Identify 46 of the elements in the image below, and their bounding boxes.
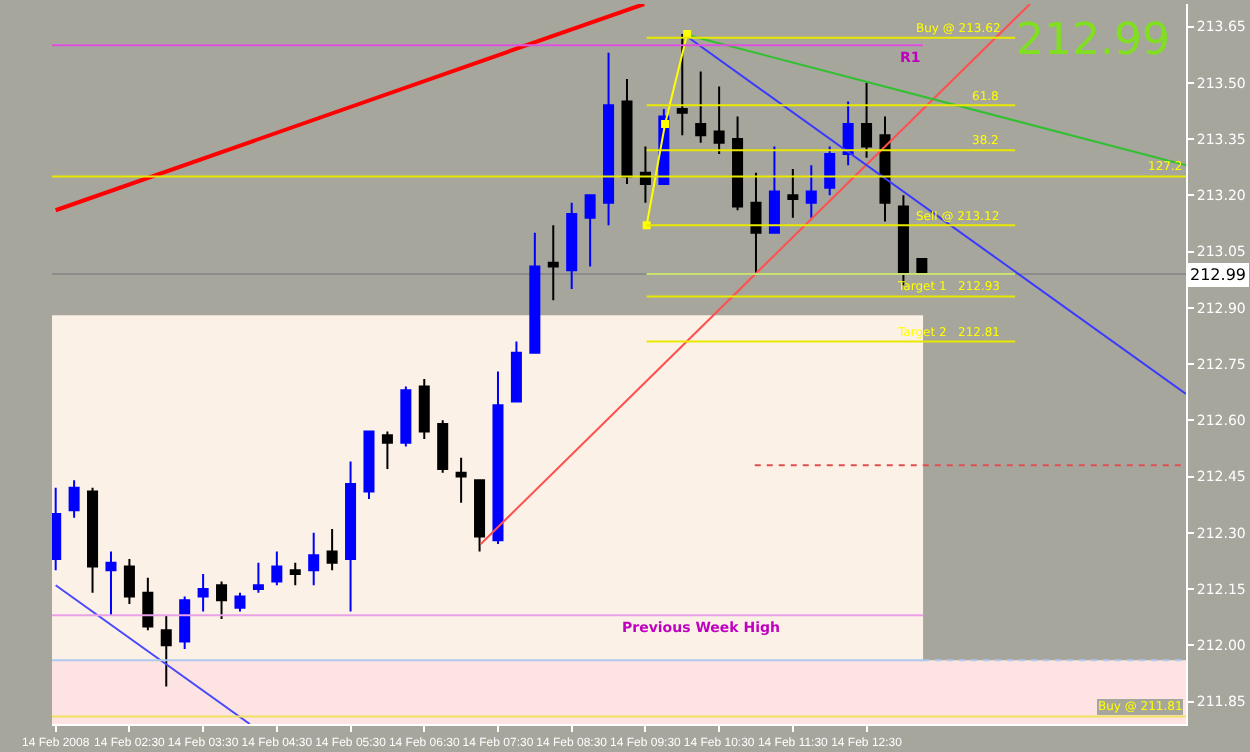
candlestick — [861, 81, 873, 159]
candlestick — [381, 430, 393, 470]
candlestick — [123, 558, 135, 605]
point — [661, 120, 670, 128]
candlestick — [805, 164, 817, 219]
annotation: 212.99 — [1016, 16, 1170, 66]
candlestick — [879, 115, 891, 223]
candlestick — [418, 378, 430, 440]
candlestick — [234, 591, 246, 613]
candlestick — [87, 486, 99, 594]
candlestick — [68, 479, 80, 519]
candlestick — [252, 561, 264, 594]
candlestick — [308, 531, 320, 587]
candlestick — [197, 573, 209, 613]
candlestick — [768, 145, 780, 234]
candlestick — [842, 100, 854, 167]
candlestick — [142, 576, 154, 632]
candlestick — [216, 580, 228, 620]
candlestick — [732, 115, 744, 212]
candlestick — [455, 456, 467, 504]
candlestick — [52, 486, 62, 572]
candlestick — [566, 201, 578, 290]
candlestick — [529, 231, 541, 354]
candlestick — [584, 194, 596, 268]
candlestick — [824, 145, 836, 197]
candlestick — [437, 419, 449, 474]
candlestick — [492, 370, 504, 545]
candlestick — [713, 85, 725, 155]
candlestick — [326, 528, 338, 572]
candlestick — [474, 479, 486, 553]
candlestick — [603, 51, 615, 227]
candlestick — [510, 340, 522, 403]
candlestick — [289, 561, 301, 587]
candlestick — [105, 550, 117, 617]
candlestick — [345, 460, 357, 613]
candlestick — [621, 78, 633, 185]
ref-line-label: 212.99 — [1190, 266, 1246, 284]
candlestick — [695, 70, 707, 144]
candlestick — [787, 168, 799, 219]
candlestick — [750, 171, 762, 275]
candlestick — [363, 430, 375, 500]
candlestick — [400, 385, 412, 448]
candlestick — [179, 595, 191, 650]
candlestick — [547, 224, 559, 302]
candlestick — [271, 550, 283, 587]
candlestick — [160, 614, 172, 688]
